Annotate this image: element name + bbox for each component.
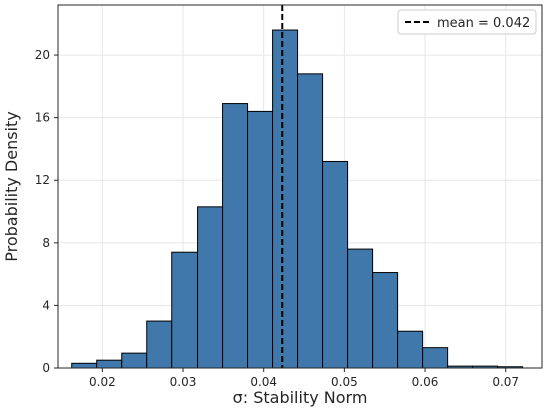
y-axis-label: Probability Density [2, 111, 21, 262]
histogram-bar [197, 206, 224, 369]
histogram-bar [146, 320, 173, 369]
histogram-bar [272, 29, 299, 369]
histogram-bar [121, 352, 148, 369]
y-tick-label: 16 [35, 111, 50, 125]
histogram-bar [347, 248, 374, 369]
legend-box [397, 9, 537, 35]
plot-frame [57, 4, 543, 369]
x-tick-label: 0.06 [412, 375, 439, 389]
y-tick-label: 8 [42, 236, 50, 250]
histogram-bar [71, 362, 98, 369]
x-tick-label: 0.07 [492, 375, 519, 389]
y-tick-label: 20 [35, 48, 50, 62]
x-axis-ticks: 0.02 0.03 0.04 0.05 0.06 0.07 [89, 368, 519, 389]
x-tick-label: 0.05 [331, 375, 358, 389]
y-tick-label: 12 [35, 173, 50, 187]
histogram-bar [247, 110, 274, 369]
legend-mean-label: mean = 0.042 [437, 16, 530, 31]
x-tick-label: 0.02 [89, 375, 116, 389]
y-tick-label: 0 [42, 361, 50, 375]
legend: mean = 0.042 [397, 9, 537, 35]
y-tick-label: 4 [42, 298, 50, 312]
histogram-bar [322, 160, 349, 369]
x-tick-label: 0.03 [170, 375, 197, 389]
histogram-bar [372, 272, 399, 369]
y-axis-ticks: 0 4 8 12 16 20 [35, 48, 58, 375]
x-axis-label: σ: Stability Norm [233, 388, 368, 407]
histogram-bar [397, 330, 424, 369]
histogram-bar [422, 347, 449, 369]
histogram-bar [96, 359, 123, 369]
histogram-bar [171, 251, 199, 369]
histogram-bar [222, 103, 249, 369]
histogram-bars [71, 29, 524, 369]
histogram-bar [297, 73, 324, 369]
x-tick-label: 0.04 [250, 375, 277, 389]
